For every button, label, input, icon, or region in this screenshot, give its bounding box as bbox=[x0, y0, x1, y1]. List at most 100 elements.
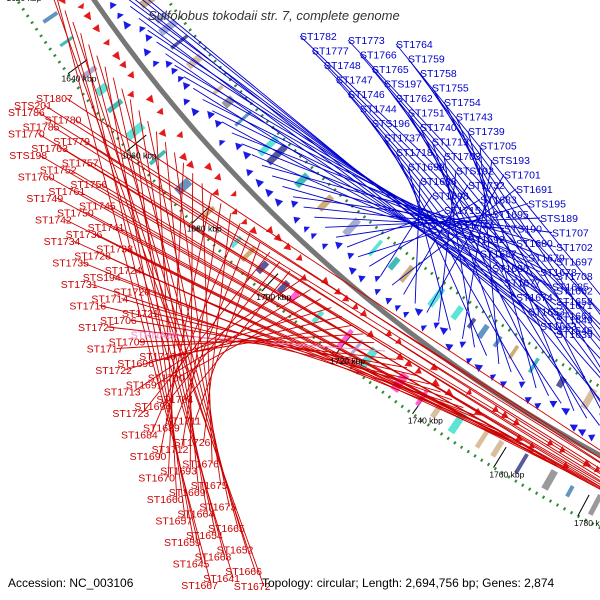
reverse-gene-label: ST1704 bbox=[156, 394, 193, 406]
forward-gene-label: ST1748 bbox=[324, 60, 361, 72]
forward-gene-label: ST1701 bbox=[504, 170, 541, 182]
forward-gene bbox=[123, 20, 132, 30]
forward-gene-label: ST1782 bbox=[300, 31, 337, 43]
feature-block-inner bbox=[316, 194, 335, 212]
reverse-gene bbox=[178, 152, 188, 161]
leader-line bbox=[231, 132, 557, 262]
reverse-gene bbox=[512, 418, 520, 426]
forward-gene bbox=[214, 119, 223, 128]
reverse-gene bbox=[58, 0, 66, 5]
feature-block-inner bbox=[158, 18, 178, 37]
leader-line bbox=[121, 298, 441, 393]
reverse-gene-label: ST1749 bbox=[26, 193, 63, 205]
reverse-gene-label: ST1716 bbox=[69, 301, 106, 313]
reverse-gene-label: ST1711 bbox=[165, 416, 201, 428]
leader-line bbox=[395, 151, 488, 356]
reverse-gene-label: ST1745 bbox=[79, 201, 116, 213]
feature-block-inner bbox=[492, 335, 503, 348]
scale-tick-label: 1680 kbp bbox=[187, 223, 222, 233]
feature-block-outer bbox=[240, 245, 257, 263]
forward-gene-label: ST1686 bbox=[492, 263, 529, 275]
leader-line bbox=[186, 270, 291, 400]
feature-block-outer bbox=[255, 260, 270, 275]
feature-block-outer bbox=[229, 235, 243, 249]
scale-tick bbox=[192, 206, 211, 224]
forward-gene bbox=[235, 142, 243, 151]
forward-gene bbox=[499, 381, 508, 389]
leader-line bbox=[314, 216, 457, 225]
leader-line bbox=[311, 50, 600, 342]
forward-gene bbox=[117, 12, 124, 20]
scale-tick-label: 1740 kbp bbox=[408, 415, 443, 425]
reverse-gene-label: ST1693 bbox=[160, 466, 197, 478]
reverse-gene bbox=[230, 190, 237, 197]
forward-gene-label: ST1755 bbox=[432, 83, 469, 95]
forward-gene bbox=[445, 343, 454, 352]
reverse-gene-label: STRNA38 bbox=[131, 330, 178, 342]
forward-gene-label: STS190 bbox=[504, 224, 542, 236]
forward-gene-label: STS189 bbox=[540, 213, 578, 225]
reverse-gene-label: ST1780 bbox=[45, 115, 82, 127]
reverse-gene bbox=[111, 51, 121, 61]
reverse-gene-label: ST1779 bbox=[53, 136, 90, 148]
reverse-gene bbox=[500, 410, 509, 419]
scale-tick-label: 1660 kbp bbox=[122, 150, 157, 160]
reverse-gene-label: ST1725 bbox=[78, 322, 115, 334]
reverse-gene-label: ST1700 bbox=[148, 373, 185, 385]
forward-gene bbox=[518, 381, 526, 389]
leader-line bbox=[467, 130, 537, 389]
forward-gene bbox=[246, 169, 254, 177]
reverse-gene-label: ST1709 bbox=[109, 337, 146, 349]
reverse-gene-label: ST1669 bbox=[169, 487, 206, 499]
reverse-gene-label: STS201 bbox=[14, 100, 52, 112]
forward-gene bbox=[293, 216, 301, 224]
reverse-gene-label: ST1670 bbox=[138, 473, 175, 485]
reverse-gene-label: ST1665 bbox=[208, 523, 245, 535]
forward-gene-label: STS193 bbox=[492, 155, 530, 167]
forward-gene-label: ST1679 bbox=[528, 253, 565, 265]
leader-line bbox=[138, 17, 529, 312]
leader-line bbox=[272, 175, 517, 244]
reverse-gene bbox=[414, 366, 422, 374]
feature-block-outer bbox=[541, 469, 558, 491]
reverse-gene-label: ST1752 bbox=[40, 165, 77, 177]
leader-line bbox=[100, 183, 600, 488]
reverse-gene-label: ST1676 bbox=[182, 459, 219, 471]
forward-gene-label: ST1687 bbox=[480, 249, 517, 261]
reverse-gene-label: ST1734 bbox=[44, 236, 81, 248]
reverse-gene-label: ST1731 bbox=[61, 279, 98, 291]
leader-line bbox=[37, 111, 600, 464]
leader-line bbox=[82, 262, 499, 431]
feature-block-inner bbox=[234, 110, 253, 127]
reverse-gene-label: ST1807 bbox=[36, 93, 73, 105]
forward-gene bbox=[385, 297, 393, 305]
reverse-gene bbox=[404, 359, 413, 367]
forward-gene-label: ST1653 bbox=[528, 307, 565, 319]
leader-line bbox=[82, 140, 600, 473]
forward-gene bbox=[335, 241, 343, 250]
reverse-gene bbox=[491, 405, 499, 412]
forward-gene bbox=[274, 198, 284, 207]
leader-line bbox=[181, 203, 222, 450]
leader-line bbox=[57, 0, 212, 586]
reverse-gene bbox=[204, 162, 213, 171]
forward-gene bbox=[459, 341, 467, 349]
forward-gene bbox=[490, 374, 497, 381]
reverse-gene-label: ST1736 bbox=[66, 229, 103, 241]
leader-line bbox=[53, 0, 265, 587]
feature-block-outer bbox=[125, 121, 146, 141]
reverse-gene-label: ST1691 bbox=[126, 380, 163, 392]
forward-gene-label: ST1697 bbox=[556, 257, 593, 269]
forward-gene bbox=[207, 110, 216, 120]
forward-gene-label: ST1646 bbox=[556, 325, 593, 337]
reverse-gene-label: ST1723 bbox=[112, 408, 149, 420]
reverse-gene-label: ST1724 bbox=[105, 265, 142, 277]
reverse-gene bbox=[341, 294, 349, 302]
leader-line bbox=[438, 170, 457, 322]
scale-tick-label: 1760 kbp bbox=[489, 469, 524, 479]
reverse-gene bbox=[185, 160, 195, 169]
leader-line bbox=[72, 21, 256, 572]
forward-gene bbox=[243, 151, 252, 160]
forward-gene bbox=[165, 60, 173, 68]
feature-block-inner bbox=[294, 172, 310, 189]
